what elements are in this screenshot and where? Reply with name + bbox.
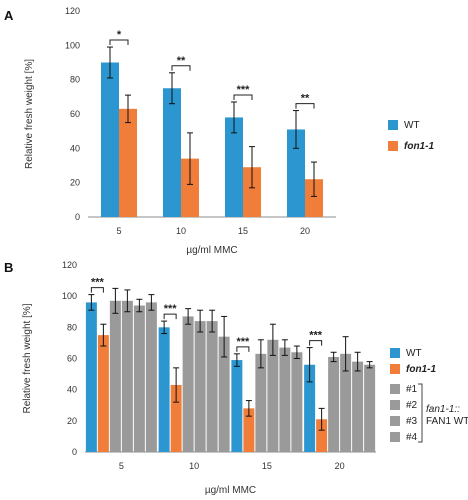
significance-label-b: *** xyxy=(236,336,250,348)
ytick-label-a: 80 xyxy=(70,75,80,85)
bar-b-1-5 xyxy=(109,300,121,452)
xtick-label-a: 15 xyxy=(238,226,248,236)
significance-bracket-a xyxy=(233,94,253,100)
bar-a-WT-10 xyxy=(163,88,181,217)
legend-swatch-a xyxy=(388,120,398,130)
significance-bracket-b xyxy=(163,313,177,320)
y-axis-label-a: Relative fresh weight [%] xyxy=(24,59,35,169)
bar-a-WT-5 xyxy=(101,62,119,217)
y-axis-label-b: Relative fresh weight [%] xyxy=(22,303,33,413)
bar-b-fon11-15 xyxy=(243,408,255,452)
significance-bracket-b xyxy=(236,346,250,352)
bar-b-2-15 xyxy=(267,339,279,452)
ytick-label-b: 40 xyxy=(67,385,77,395)
ytick-label-a: 60 xyxy=(70,109,80,119)
bar-b-2-5 xyxy=(121,300,133,452)
bar-b-3-5 xyxy=(133,305,145,452)
significance-bracket-a xyxy=(109,39,129,46)
bar-b-WT-5 xyxy=(85,302,97,452)
panel-label-a: A xyxy=(4,8,14,23)
ytick-label-a: 100 xyxy=(65,40,80,50)
bar-a-fon11-5 xyxy=(119,108,137,217)
legend-label-b: fon1-1 xyxy=(406,364,436,375)
legend-swatch-a xyxy=(388,141,398,151)
ytick-label-b: 0 xyxy=(72,447,77,457)
legend-swatch-b xyxy=(390,416,400,426)
bar-b-4-20 xyxy=(364,364,376,452)
bar-a-fon11-10 xyxy=(181,158,199,217)
bar-b-4-10 xyxy=(218,336,230,452)
bar-b-4-15 xyxy=(291,352,303,452)
legend-label-b: #1 xyxy=(406,384,418,395)
bar-b-4-5 xyxy=(145,302,157,452)
xtick-label-a: 20 xyxy=(300,226,310,236)
legend-swatch-b xyxy=(390,364,400,374)
bar-b-fon11-20 xyxy=(316,419,328,452)
significance-label-a: * xyxy=(117,29,122,41)
legend-group-label: fan1-1:: xyxy=(426,404,460,415)
significance-bracket-b xyxy=(90,287,104,293)
legend-group-bracket xyxy=(418,383,423,443)
ytick-label-a: 120 xyxy=(65,6,80,16)
bar-b-3-15 xyxy=(279,347,291,452)
bar-a-fon11-15 xyxy=(243,167,261,217)
bar-b-WT-10 xyxy=(158,327,170,452)
legend-swatch-b xyxy=(390,400,400,410)
legend-label-b: WT xyxy=(406,348,422,359)
panel-label-b: B xyxy=(4,260,13,275)
bar-b-1-10 xyxy=(182,316,194,452)
significance-label-b: *** xyxy=(91,277,105,289)
bar-b-fon11-10 xyxy=(170,384,182,452)
xtick-label-a: 10 xyxy=(176,226,186,236)
legend-label-b: #4 xyxy=(406,432,418,443)
xtick-label-a: 5 xyxy=(116,226,121,236)
bar-b-2-10 xyxy=(194,321,206,452)
legend-label-a: WT xyxy=(404,120,420,131)
bar-b-WT-15 xyxy=(231,360,243,452)
legend-swatch-b xyxy=(390,348,400,358)
legend-label-a: fon1-1 xyxy=(404,141,434,152)
xtick-label-b: 10 xyxy=(189,461,199,471)
ytick-label-b: 80 xyxy=(67,322,77,332)
bar-b-1-15 xyxy=(255,353,267,452)
xtick-label-b: 20 xyxy=(335,461,345,471)
legend-label-b: #3 xyxy=(406,416,418,427)
ytick-label-a: 20 xyxy=(70,178,80,188)
ytick-label-a: 40 xyxy=(70,143,80,153)
bar-b-WT-20 xyxy=(304,364,316,452)
bar-b-2-20 xyxy=(340,353,352,452)
xtick-label-b: 15 xyxy=(262,461,272,471)
x-axis-label-a: µg/ml MMC xyxy=(186,245,237,256)
xtick-label-b: 5 xyxy=(119,461,124,471)
significance-bracket-b xyxy=(309,340,323,346)
ytick-label-b: 60 xyxy=(67,354,77,364)
bar-a-fon11-20 xyxy=(305,179,323,217)
bar-b-3-20 xyxy=(352,361,364,452)
significance-label-a: ** xyxy=(177,55,186,67)
ytick-label-b: 120 xyxy=(62,260,77,270)
bar-b-1-20 xyxy=(328,356,340,452)
significance-label-b: *** xyxy=(309,330,323,342)
significance-bracket-a xyxy=(171,65,191,71)
significance-label-a: *** xyxy=(237,84,251,96)
legend-swatch-b xyxy=(390,384,400,394)
legend-label-b: #2 xyxy=(406,400,418,411)
significance-label-a: ** xyxy=(301,93,310,105)
ytick-label-b: 20 xyxy=(67,416,77,426)
bar-a-WT-15 xyxy=(225,117,243,217)
ytick-label-a: 0 xyxy=(75,212,80,222)
bar-b-fon11-5 xyxy=(97,335,109,452)
legend-swatch-b xyxy=(390,432,400,442)
bar-a-WT-20 xyxy=(287,129,305,217)
significance-bracket-a xyxy=(295,103,315,109)
bar-b-3-10 xyxy=(206,321,218,452)
ytick-label-b: 100 xyxy=(62,291,77,301)
significance-label-b: *** xyxy=(164,303,178,315)
x-axis-label-b: µg/ml MMC xyxy=(205,485,256,496)
legend-group-label: FAN1 WT xyxy=(426,416,468,427)
